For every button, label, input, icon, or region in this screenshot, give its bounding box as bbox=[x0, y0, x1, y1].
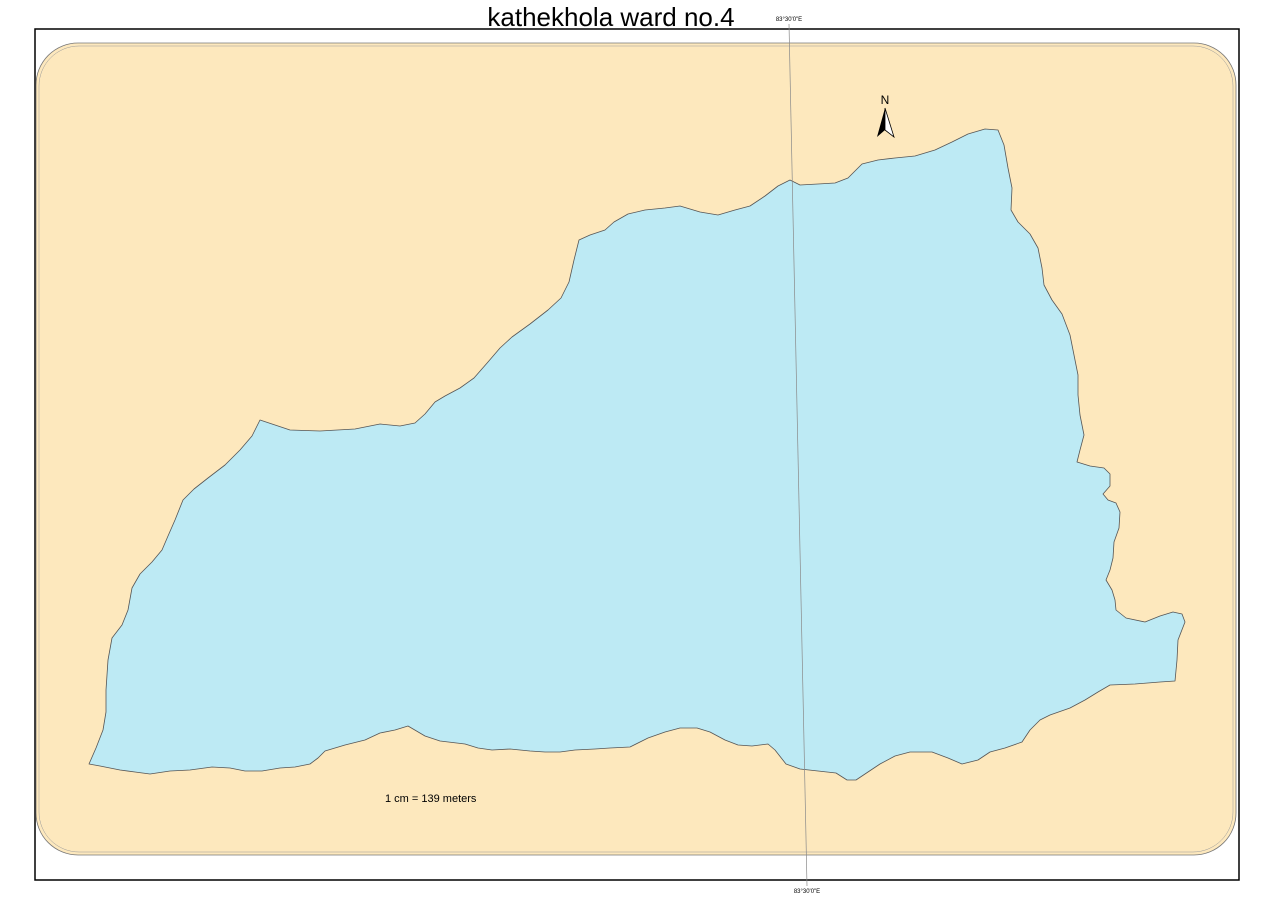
north-arrow-label: N bbox=[881, 93, 890, 107]
graticule-meridian-line bbox=[788, 23, 808, 887]
graticule-label-bottom: 83°30'0"E bbox=[794, 889, 820, 895]
graticule-label-top: 83°30'0"E bbox=[776, 17, 802, 23]
scale-text: 1 cm = 139 meters bbox=[385, 793, 477, 805]
ward-boundary bbox=[88, 128, 1186, 781]
north-arrow-icon: N bbox=[877, 93, 895, 139]
map-background-inner-border bbox=[38, 45, 1234, 853]
map-title: kathekhola ward no.4 bbox=[487, 2, 735, 32]
